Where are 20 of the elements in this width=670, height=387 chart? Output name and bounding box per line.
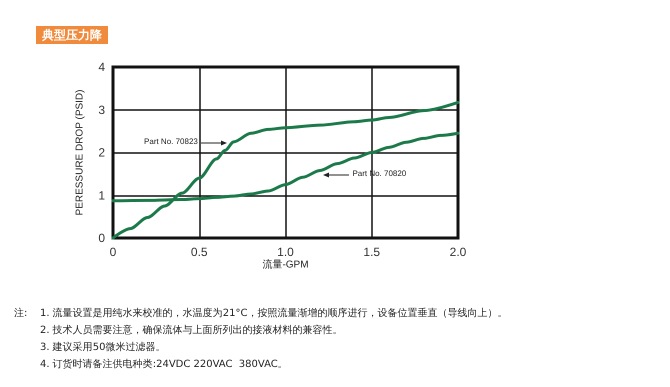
chart-title: 典型压力降 [41, 28, 103, 42]
x-tick-label: 1.0 [277, 245, 294, 259]
y-tick-label: 0 [98, 231, 106, 245]
text: 2. 技术人员需要注意，确保流体与上面所列出的接液材料的兼容性。 [40, 324, 343, 337]
x-tick-label: 2.0 [450, 245, 467, 259]
y-axis-title: PERESSURE DROP (PSID) [74, 90, 86, 216]
annotation: Part No. 70823 [144, 137, 198, 146]
x-tick-label: 0 [110, 245, 117, 259]
text: 1. 流量设置是用纯水来校准的，水温度为21°C，按照流量渐增的顺序进行，设备位置垂直（导线向上）。 [40, 306, 508, 320]
text: 3. 建议采用50微米过滤器。 [40, 340, 166, 354]
x-tick-label: 1.5 [363, 245, 380, 259]
y-tick-label: 2 [98, 146, 106, 160]
text: 注: [14, 306, 28, 320]
x-tick-label: 0.5 [190, 245, 208, 259]
line-series [112, 100, 460, 240]
y-tick-label: 4 [98, 60, 106, 74]
y-tick-label: 3 [98, 102, 106, 117]
text: 4. 订货时请备注供电种类:24VDC 220VAC 380VAC。 [40, 358, 288, 371]
y-tick-label: 1 [98, 188, 106, 202]
x-axis-title: 流量-GPM [262, 258, 309, 270]
